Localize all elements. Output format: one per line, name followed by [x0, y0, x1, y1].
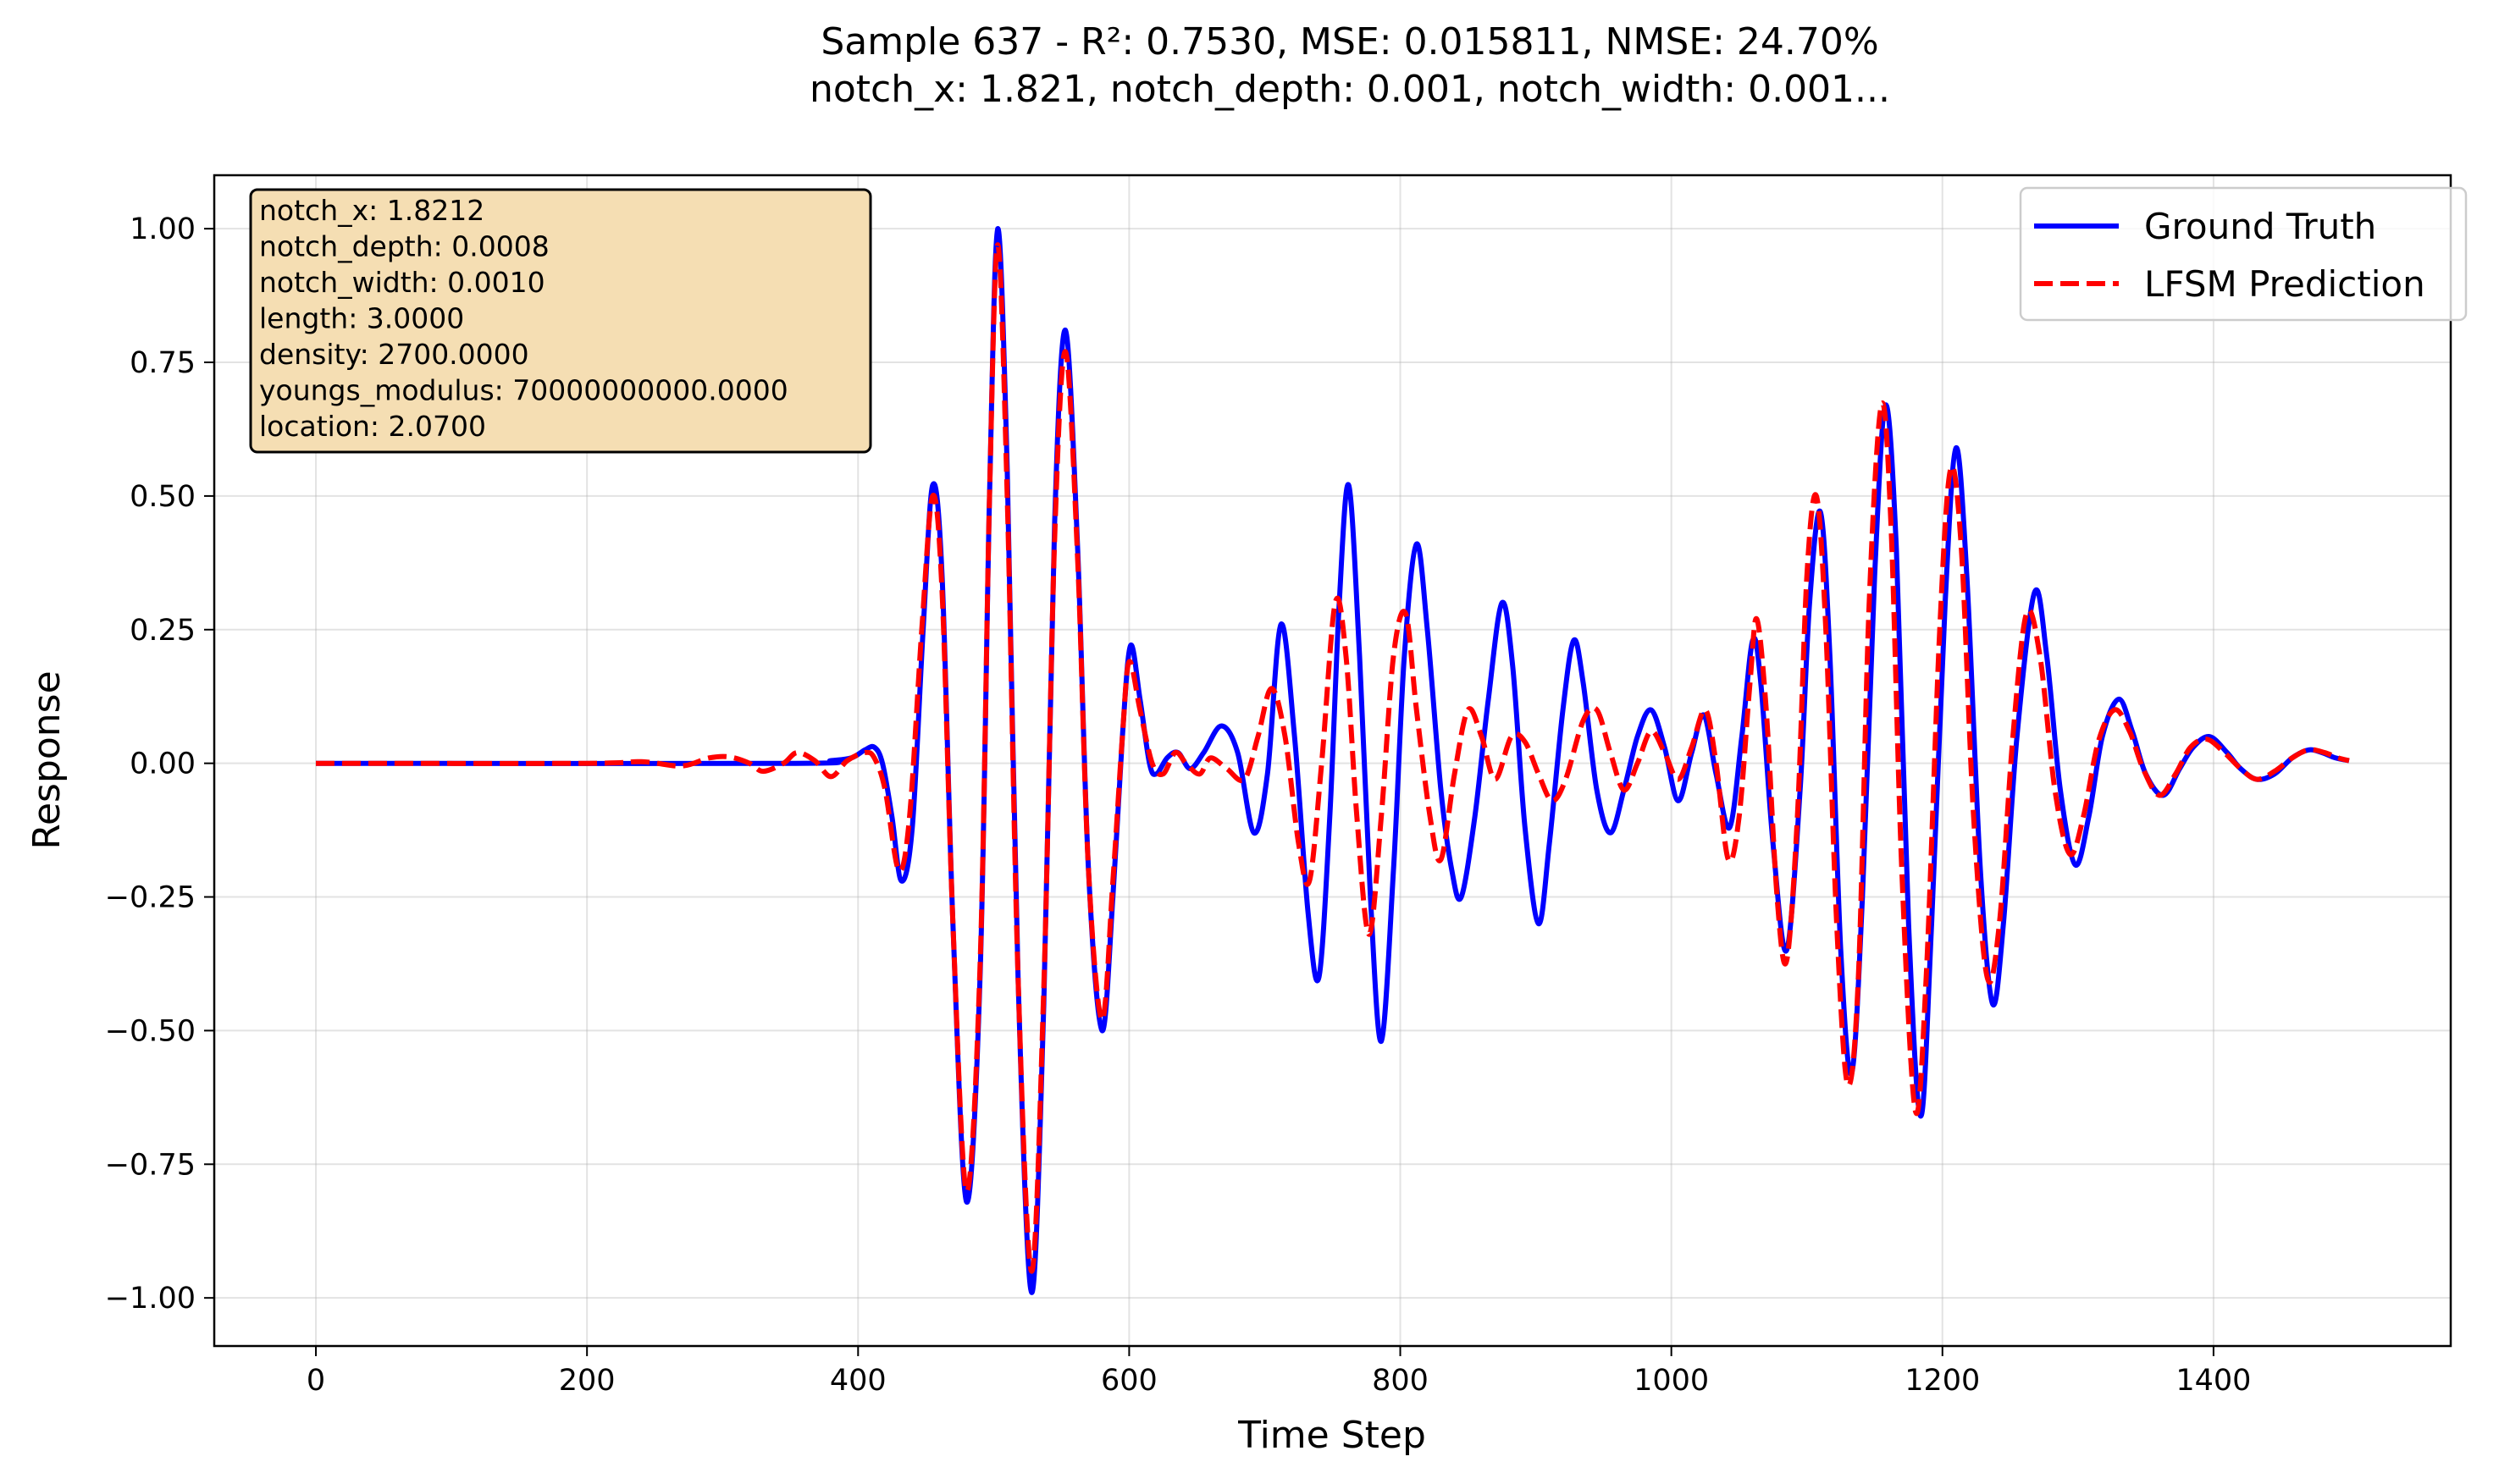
- y-tick-label: −0.75: [105, 1148, 196, 1182]
- y-tick-label: 0.00: [130, 748, 196, 781]
- x-axis-label: Time Step: [1237, 1414, 1426, 1457]
- y-tick-label: −0.25: [105, 881, 196, 915]
- info-box-background: [249, 188, 872, 454]
- info-box-line: density: 2700.0000: [259, 338, 529, 371]
- info-box-line: notch_x: 1.8212: [259, 194, 484, 227]
- x-tick-label: 1400: [2176, 1364, 2251, 1398]
- y-tick-label: 1.00: [130, 212, 196, 246]
- legend-frame: [2019, 186, 2468, 322]
- info-box-line: notch_width: 0.0010: [259, 266, 545, 299]
- info-box-line: notch_depth: 0.0008: [259, 230, 550, 263]
- y-tick-label: 0.25: [130, 614, 196, 648]
- series-lines: [315, 226, 2350, 1295]
- y-tick-label: −0.50: [105, 1014, 196, 1048]
- y-axis-ticks: −1.00 −0.75 −0.50 −0.25 0.00 0.25 0.50 0.75 1.00: [105, 212, 214, 1316]
- x-tick-label: 200: [559, 1364, 616, 1398]
- x-tick-label: 1000: [1634, 1364, 1709, 1398]
- y-tick-label: 0.50: [130, 480, 196, 514]
- info-box-line: location: 2.0700: [259, 410, 486, 443]
- x-tick-label: 0: [307, 1364, 325, 1398]
- info-box-line: youngs_modulus: 70000000000.0000: [259, 374, 788, 407]
- legend-label-lfsm-prediction: LFSM Prediction: [2144, 263, 2425, 305]
- chart-title-line1: Sample 637 - R²: 0.7530, MSE: 0.015811, …: [821, 20, 1878, 63]
- chart-title-line2: notch_x: 1.821, notch_depth: 0.001, notc…: [810, 68, 1890, 111]
- y-tick-label: −1.00: [105, 1282, 196, 1316]
- legend: Ground Truth LFSM Prediction: [2019, 186, 2468, 322]
- y-axis-label: Response: [25, 670, 69, 849]
- legend-label-ground-truth: Ground Truth: [2144, 206, 2376, 247]
- info-box-line: length: 3.0000: [259, 302, 464, 335]
- y-tick-label: 0.75: [130, 346, 196, 380]
- x-tick-label: 400: [830, 1364, 887, 1398]
- x-tick-label: 600: [1101, 1364, 1158, 1398]
- x-tick-label: 800: [1372, 1364, 1429, 1398]
- x-tick-label: 1200: [1905, 1364, 1980, 1398]
- series-line-lfsm-prediction: [315, 242, 2350, 1274]
- plot-frame: [213, 174, 2452, 1348]
- x-axis-ticks: 0 200 400 600 800 1000 1200 1400: [307, 1346, 2251, 1398]
